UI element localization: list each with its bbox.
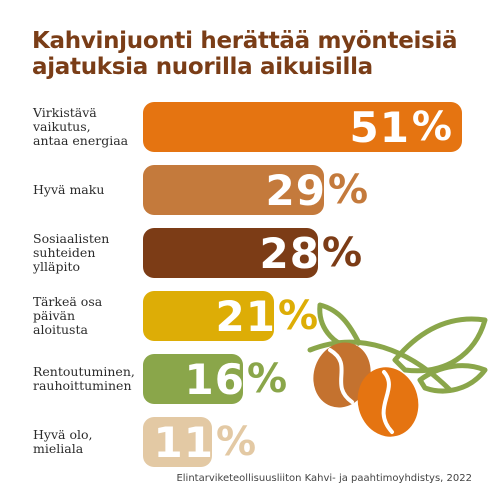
value-number: 29 — [265, 165, 326, 215]
value-label: 51% — [349, 102, 452, 152]
bar — [143, 291, 274, 341]
category-label-line: rauhoittuminen — [33, 378, 132, 393]
coffee-leaf-icon — [307, 302, 488, 394]
value-label: 16% — [185, 354, 288, 404]
category-label: Sosiaalisten suhteiden ylläpito — [33, 232, 143, 274]
category-label: Hyvä olo, mieliala — [33, 428, 143, 456]
value-number: 21 — [215, 291, 276, 341]
bar — [143, 165, 324, 215]
coffee-bean-icon — [357, 367, 419, 437]
title-line-1: Kahvinjuonti herättää myönteisiä — [32, 28, 458, 54]
coffee-illustration — [307, 302, 488, 437]
category-label-line: vaikutus, — [33, 119, 91, 134]
category-label-line: Hyvä maku — [33, 182, 105, 197]
value-number: 51 — [349, 102, 410, 152]
value-number: 11 — [153, 417, 214, 467]
category-label-line: Virkistävä — [33, 105, 97, 120]
value-unit: % — [247, 356, 288, 402]
category-label-line: Tärkeä osa — [33, 294, 103, 309]
value-unit: % — [328, 167, 369, 213]
value-number: 28 — [259, 228, 320, 278]
bar — [143, 228, 318, 278]
bar — [143, 102, 462, 152]
coffee-bean-icon — [313, 342, 371, 408]
category-label: Virkistävä vaikutus, antaa energiaa — [33, 106, 143, 148]
category-label: Rentoutuminen, rauhoittuminen — [33, 365, 143, 393]
category-label: Hyvä maku — [33, 183, 143, 197]
page-title: Kahvinjuonti herättää myönteisiä ajatuks… — [32, 28, 482, 80]
category-label-line: suhteiden — [33, 245, 96, 260]
category-label: Tärkeä osa päivän aloitusta — [33, 295, 143, 337]
category-label-line: Sosiaalisten — [33, 231, 110, 246]
category-label-line: mieliala — [33, 441, 84, 456]
category-label-line: päivän — [33, 308, 76, 323]
category-label-line: antaa energiaa — [33, 133, 129, 148]
value-label: 29% — [266, 165, 369, 215]
value-label: 28% — [260, 228, 363, 278]
value-unit: % — [411, 104, 452, 150]
value-unit: % — [278, 293, 319, 339]
category-label-line: aloitusta — [33, 322, 88, 337]
source-note: Elintarviketeollisuusliiton Kahvi- ja pa… — [176, 473, 472, 484]
category-label-line: Rentoutuminen, — [33, 364, 135, 379]
value-number: 16 — [184, 354, 245, 404]
category-label-line: ylläpito — [33, 259, 81, 274]
title-line-2: ajatuksia nuorilla aikuisilla — [32, 54, 373, 80]
value-unit: % — [322, 230, 363, 276]
value-unit: % — [216, 419, 257, 465]
value-label: 21% — [216, 291, 319, 341]
bar — [143, 417, 212, 467]
bar — [143, 354, 243, 404]
value-label: 11% — [154, 417, 257, 467]
category-label-line: Hyvä olo, — [33, 427, 93, 442]
